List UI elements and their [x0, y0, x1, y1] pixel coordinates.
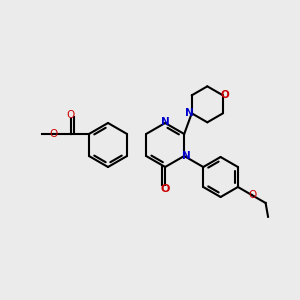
- Text: O: O: [50, 129, 58, 139]
- Text: O: O: [67, 110, 75, 120]
- Text: O: O: [160, 184, 170, 194]
- Text: O: O: [249, 190, 257, 200]
- Text: N: N: [185, 108, 194, 118]
- Text: N: N: [161, 117, 170, 127]
- Text: N: N: [182, 151, 190, 161]
- Text: O: O: [220, 90, 229, 100]
